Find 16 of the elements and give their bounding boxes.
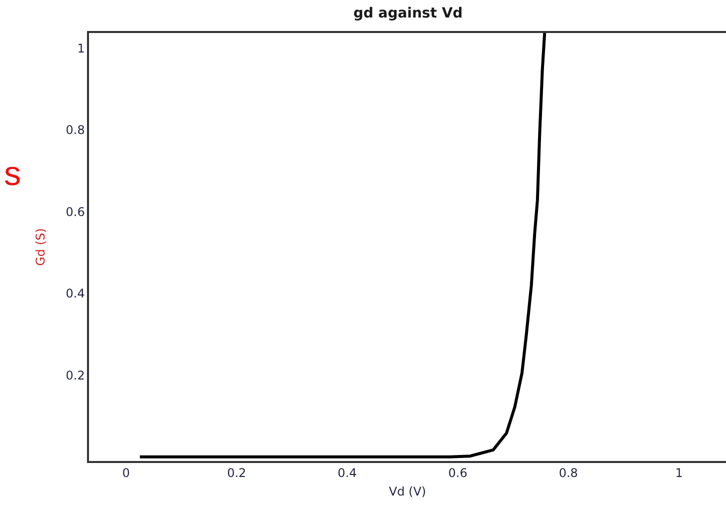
chart-title: gd against Vd (353, 6, 463, 22)
y-tick-label: 1 (77, 41, 85, 56)
y-tick-label: 0.8 (66, 123, 85, 138)
y-tick-label: 0.6 (66, 204, 85, 219)
y-tick-label: 0.4 (66, 286, 85, 301)
y-tick-label: 0.2 (66, 368, 85, 382)
x-tick-label: 0.6 (448, 466, 468, 480)
x-tick-label: 0 (122, 466, 130, 480)
x-tick-label: 0.8 (558, 466, 578, 480)
text: s (4, 155, 21, 193)
x-tick-label: 1 (675, 466, 683, 480)
x-tick-label: 0.2 (227, 466, 246, 480)
line-series (138, 33, 546, 458)
x-tick-label: 0.4 (338, 466, 357, 480)
x-axis-title: Vd (V) (388, 484, 426, 499)
y-axis-title: Gd (S) (34, 228, 48, 266)
